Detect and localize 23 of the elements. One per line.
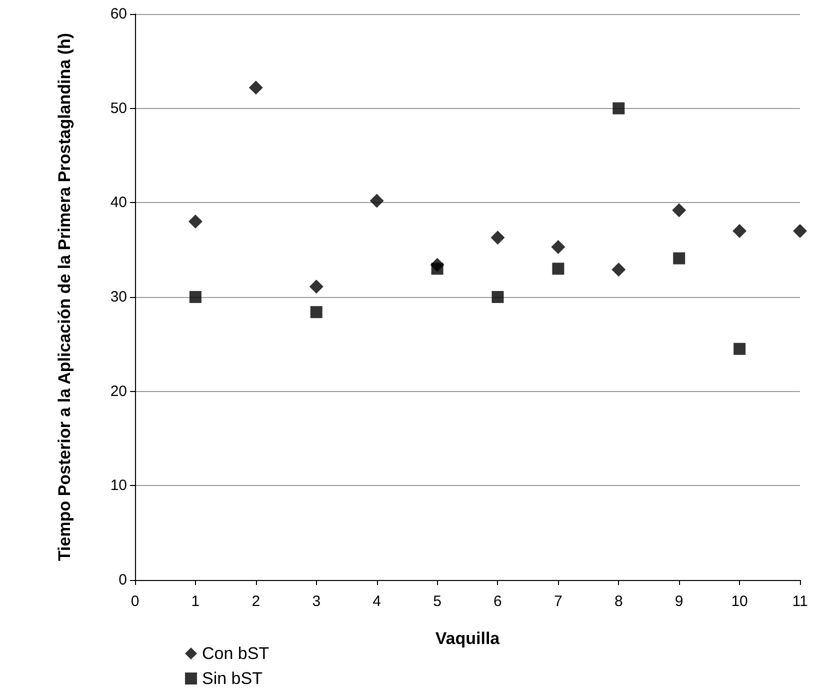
y-tick-label: 0 bbox=[118, 572, 127, 588]
legend-label: Sin bST bbox=[202, 669, 262, 688]
y-tick-label: 40 bbox=[110, 194, 127, 212]
x-tick-label: 1 bbox=[191, 593, 200, 610]
y-tick-label: 30 bbox=[110, 288, 127, 306]
x-tick-label: 5 bbox=[433, 593, 442, 610]
x-tick-label: 2 bbox=[252, 593, 260, 610]
y-tick-label: 60 bbox=[110, 6, 127, 22]
x-tick-label: 10 bbox=[731, 593, 748, 610]
y-tick-label: 50 bbox=[110, 100, 127, 117]
y-tick-label: 20 bbox=[110, 382, 127, 400]
y-axis-title: Tiempo Posterior a la Aplicación de la Primera Prostaglandina (h) bbox=[55, 32, 74, 562]
y-tick-label: 10 bbox=[110, 477, 127, 494]
x-tick-label: 3 bbox=[312, 593, 321, 610]
x-tick-label: 9 bbox=[674, 593, 684, 610]
x-tick-label: 6 bbox=[494, 593, 502, 610]
x-tick-label: 0 bbox=[130, 593, 140, 610]
legend-label: Con bST bbox=[202, 644, 270, 663]
x-tick-label: 11 bbox=[792, 593, 808, 610]
x-tick-label: 8 bbox=[614, 593, 623, 610]
x-tick-label: 4 bbox=[372, 593, 381, 610]
x-axis-title: Vaquilla bbox=[435, 629, 500, 648]
x-tick-label: 7 bbox=[554, 593, 562, 610]
